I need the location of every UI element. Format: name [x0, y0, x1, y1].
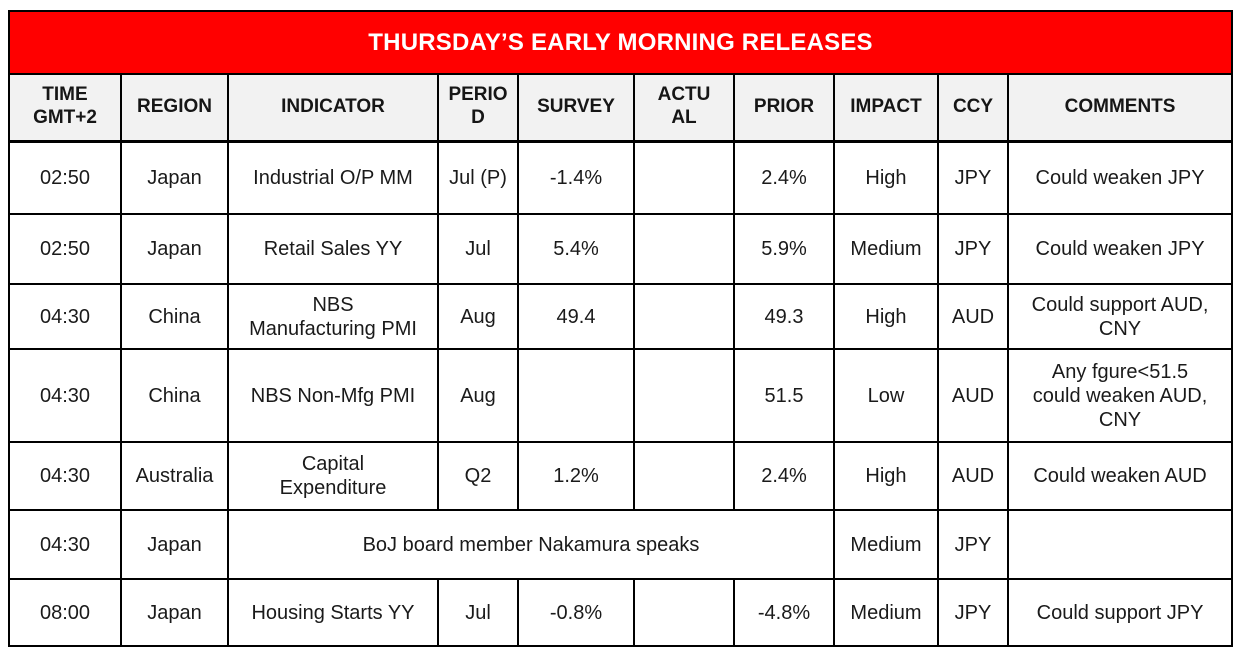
- cell-time: 04:30: [8, 441, 122, 511]
- cell-region: China: [120, 283, 229, 350]
- col-header-time: TIME GMT+2: [8, 73, 122, 143]
- col-header-survey: SURVEY: [517, 73, 635, 143]
- cell-survey: 49.4: [517, 283, 635, 350]
- cell-time: 04:30: [8, 509, 122, 580]
- col-header-ccy: CCY: [937, 73, 1009, 143]
- cell-actual: [633, 140, 735, 215]
- cell-ccy: JPY: [937, 509, 1009, 580]
- cell-prior: 2.4%: [733, 140, 835, 215]
- cell-survey: 1.2%: [517, 441, 635, 511]
- cell-time: 04:30: [8, 348, 122, 443]
- cell-period: Jul (P): [437, 140, 519, 215]
- col-header-impact: IMPACT: [833, 73, 939, 143]
- col-header-region: REGION: [120, 73, 229, 143]
- cell-indicator: NBS Manufacturing PMI: [227, 283, 439, 350]
- cell-time: 02:50: [8, 213, 122, 285]
- cell-region: Japan: [120, 140, 229, 215]
- cell-survey: -0.8%: [517, 578, 635, 647]
- cell-time: 08:00: [8, 578, 122, 647]
- cell-survey: -1.4%: [517, 140, 635, 215]
- cell-comments: [1006, 509, 1234, 580]
- col-header-actual: ACTU AL: [633, 73, 735, 143]
- cell-impact: High: [833, 441, 939, 511]
- cell-ccy: AUD: [937, 283, 1009, 350]
- cell-comments: Any fgure<51.5 could weaken AUD, CNY: [1006, 348, 1234, 443]
- cell-time: 02:50: [8, 140, 122, 215]
- cell-region: Japan: [120, 578, 229, 647]
- cell-actual: [633, 283, 735, 350]
- cell-prior: 51.5: [733, 348, 835, 443]
- releases-table: THURSDAY’S EARLY MORNING RELEASES TIME G…: [7, 10, 1234, 647]
- cell-indicator: NBS Non-Mfg PMI: [227, 348, 439, 443]
- cell-survey: [517, 348, 635, 443]
- cell-actual: [633, 441, 735, 511]
- cell-period: Aug: [437, 283, 519, 350]
- cell-impact: Medium: [833, 509, 939, 580]
- cell-ccy: AUD: [937, 441, 1009, 511]
- cell-actual: [633, 348, 735, 443]
- cell-ccy: JPY: [937, 140, 1009, 215]
- cell-comments: Could weaken JPY: [1006, 140, 1234, 215]
- cell-impact: High: [833, 140, 939, 215]
- col-header-indicator: INDICATOR: [227, 73, 439, 143]
- cell-indicator: Capital Expenditure: [227, 441, 439, 511]
- cell-region: Australia: [120, 441, 229, 511]
- release-row-boj-speech: 04:30 Japan BoJ board member Nakamura sp…: [8, 509, 1234, 580]
- cell-ccy: AUD: [937, 348, 1009, 443]
- column-header-row: TIME GMT+2 REGION INDICATOR PERIO D SURV…: [8, 73, 1234, 143]
- cell-actual: [633, 213, 735, 285]
- cell-event: BoJ board member Nakamura speaks: [227, 509, 835, 580]
- release-row-retail-sales: 02:50 Japan Retail Sales YY Jul 5.4% 5.9…: [8, 213, 1234, 285]
- release-row-capital-expenditure: 04:30 Australia Capital Expenditure Q2 1…: [8, 441, 1234, 511]
- cell-indicator: Housing Starts YY: [227, 578, 439, 647]
- cell-survey: 5.4%: [517, 213, 635, 285]
- release-row-housing-starts: 08:00 Japan Housing Starts YY Jul -0.8% …: [8, 578, 1234, 647]
- release-row-industrial-op: 02:50 Japan Industrial O/P MM Jul (P) -1…: [8, 140, 1234, 215]
- cell-impact: Low: [833, 348, 939, 443]
- cell-period: Jul: [437, 578, 519, 647]
- cell-comments: Could weaken AUD: [1006, 441, 1234, 511]
- cell-period: Jul: [437, 213, 519, 285]
- cell-indicator: Retail Sales YY: [227, 213, 439, 285]
- table-title: THURSDAY’S EARLY MORNING RELEASES: [7, 10, 1234, 75]
- cell-period: Aug: [437, 348, 519, 443]
- cell-prior: 49.3: [733, 283, 835, 350]
- cell-region: Japan: [120, 213, 229, 285]
- cell-indicator: Industrial O/P MM: [227, 140, 439, 215]
- col-header-period: PERIO D: [437, 73, 519, 143]
- cell-region: China: [120, 348, 229, 443]
- cell-period: Q2: [437, 441, 519, 511]
- banner-row: THURSDAY’S EARLY MORNING RELEASES: [7, 10, 1234, 75]
- cell-comments: Could support JPY: [1006, 578, 1234, 647]
- cell-region: Japan: [120, 509, 229, 580]
- release-row-nbs-manufacturing-pmi: 04:30 China NBS Manufacturing PMI Aug 49…: [8, 283, 1234, 350]
- cell-comments: Could weaken JPY: [1006, 213, 1234, 285]
- col-header-prior: PRIOR: [733, 73, 835, 143]
- cell-prior: -4.8%: [733, 578, 835, 647]
- cell-prior: 5.9%: [733, 213, 835, 285]
- release-row-nbs-nonmfg-pmi: 04:30 China NBS Non-Mfg PMI Aug 51.5 Low…: [8, 348, 1234, 443]
- cell-actual: [633, 578, 735, 647]
- cell-ccy: JPY: [937, 213, 1009, 285]
- cell-ccy: JPY: [937, 578, 1009, 647]
- col-header-comments: COMMENTS: [1006, 73, 1234, 143]
- cell-prior: 2.4%: [733, 441, 835, 511]
- cell-impact: High: [833, 283, 939, 350]
- cell-impact: Medium: [833, 213, 939, 285]
- cell-time: 04:30: [8, 283, 122, 350]
- cell-comments: Could support AUD, CNY: [1006, 283, 1234, 350]
- cell-impact: Medium: [833, 578, 939, 647]
